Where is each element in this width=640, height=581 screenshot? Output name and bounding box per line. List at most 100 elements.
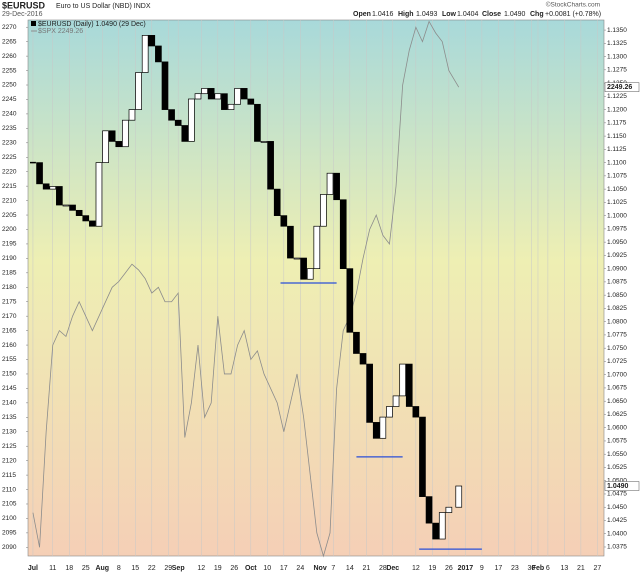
candle xyxy=(287,225,294,259)
x-tick-label: 21 xyxy=(362,565,370,572)
candle xyxy=(392,395,400,407)
legend-swatch xyxy=(31,21,36,26)
candle xyxy=(141,35,149,73)
price-tag xyxy=(604,82,640,92)
y2-tick-label: 1.0775 xyxy=(607,332,627,339)
credit: ©StockCharts.com xyxy=(546,1,600,9)
y-tick-label: 2220 xyxy=(2,168,17,175)
candle xyxy=(89,220,96,227)
y-tick-label: 2235 xyxy=(2,125,17,132)
candle xyxy=(234,88,241,105)
candle xyxy=(293,257,301,260)
x-tick-label: Oct xyxy=(245,565,257,572)
x-tick-label: 13 xyxy=(560,565,568,572)
x-tick-label: Sep xyxy=(172,565,185,572)
y-tick-label: 2215 xyxy=(2,183,17,190)
y2-tick-label: 1.0800 xyxy=(607,318,627,325)
quote-label: Low xyxy=(442,11,457,18)
y-tick-label: 2240 xyxy=(2,111,17,118)
x-tick-label: 27 xyxy=(593,565,601,572)
x-tick-label: 21 xyxy=(577,565,585,572)
y-tick-label: 2110 xyxy=(2,486,16,493)
candle xyxy=(432,522,439,540)
y2-tick-label: 1.0825 xyxy=(607,305,627,312)
candle xyxy=(82,215,90,222)
x-tick-label: 11 xyxy=(49,565,56,572)
y2-tick-label: 1.0925 xyxy=(607,252,627,259)
quote-value: 1.0490 xyxy=(504,11,526,18)
y2-tick-label: 1.1350 xyxy=(607,27,627,34)
y2-tick-label: 1.0400 xyxy=(607,530,627,537)
x-tick-label: 28 xyxy=(379,565,387,572)
candle xyxy=(326,172,334,195)
candle xyxy=(155,45,162,63)
quote-label: High xyxy=(398,11,414,18)
candle xyxy=(320,194,327,227)
candle xyxy=(280,215,288,227)
quote-label: Close xyxy=(482,11,501,18)
y-tick-label: 2190 xyxy=(2,255,17,262)
candle xyxy=(168,109,175,121)
y2-tick-label: 1.1175 xyxy=(607,120,627,127)
candle xyxy=(379,416,387,439)
y2-tick-label: 1.0850 xyxy=(607,292,627,299)
y2-tick-label: 1.1200 xyxy=(607,106,627,113)
y2-tick-label: 1.0550 xyxy=(607,451,627,458)
candle xyxy=(227,103,235,110)
legend-entry: $SPX 2249.26 xyxy=(38,28,83,35)
price-tag-label: 2249.26 xyxy=(607,84,632,91)
x-tick-label: Nov xyxy=(314,565,327,572)
y-tick-label: 2170 xyxy=(2,313,17,320)
x-tick-label: 9 xyxy=(480,565,484,572)
y-tick-label: 2100 xyxy=(2,515,17,522)
x-tick-label: Dec xyxy=(386,565,399,572)
candle xyxy=(115,141,123,148)
y2-tick-label: 1.0500 xyxy=(607,477,627,484)
x-tick-label: 25 xyxy=(82,565,90,572)
y-tick-label: 2260 xyxy=(2,53,17,60)
y2-tick-label: 1.0675 xyxy=(607,385,627,392)
candle xyxy=(300,257,307,280)
quote-value: +0.0081 (+0.78%) xyxy=(545,11,601,18)
y-tick-label: 2225 xyxy=(2,154,17,161)
x-tick-label: Aug xyxy=(95,565,109,572)
y-tick-label: 2195 xyxy=(2,241,17,248)
quote-value: 1.0416 xyxy=(372,11,394,18)
candle xyxy=(174,119,182,126)
candle xyxy=(201,88,208,95)
candle xyxy=(42,183,50,190)
candle xyxy=(366,363,373,423)
candle xyxy=(339,199,347,269)
y-tick-label: 2135 xyxy=(2,414,17,421)
ticker: $EURUSD xyxy=(2,0,46,10)
y-tick-label: 2130 xyxy=(2,428,17,435)
y-tick-label: 2095 xyxy=(2,530,17,537)
y2-tick-label: 1.0625 xyxy=(607,411,627,418)
quote: Open 1.0416 High 1.0493 Low 1.0404 Close… xyxy=(353,11,601,18)
x-tick-label: 12 xyxy=(412,565,420,572)
candle xyxy=(412,406,420,418)
candle xyxy=(62,204,70,207)
x-tick-label: 8 xyxy=(117,565,121,572)
y2-tick-label: 1.0425 xyxy=(607,517,627,524)
candle xyxy=(386,406,393,418)
y-tick-label: 2200 xyxy=(2,226,17,233)
y2-tick-label: 1.0950 xyxy=(607,239,627,246)
x-tick-label: 29 xyxy=(164,565,172,572)
y2-tick-label: 1.0975 xyxy=(607,226,627,233)
x-tick-label: 10 xyxy=(263,565,271,572)
candle xyxy=(102,130,109,163)
y2-tick-label: 1.1300 xyxy=(607,53,627,60)
y-tick-label: 2245 xyxy=(2,96,17,103)
quote-value: 1.0493 xyxy=(416,11,438,18)
y-tick-label: 2120 xyxy=(2,457,17,464)
candle xyxy=(247,98,255,105)
candle xyxy=(306,268,314,280)
x-tick-label: 23 xyxy=(511,565,519,572)
candle xyxy=(359,353,367,365)
x-tick-label: 19 xyxy=(428,565,436,572)
y-tick-label: 2250 xyxy=(2,82,17,89)
y2-tick-label: 1.0700 xyxy=(607,371,627,378)
y-tick-label: 2165 xyxy=(2,327,17,334)
